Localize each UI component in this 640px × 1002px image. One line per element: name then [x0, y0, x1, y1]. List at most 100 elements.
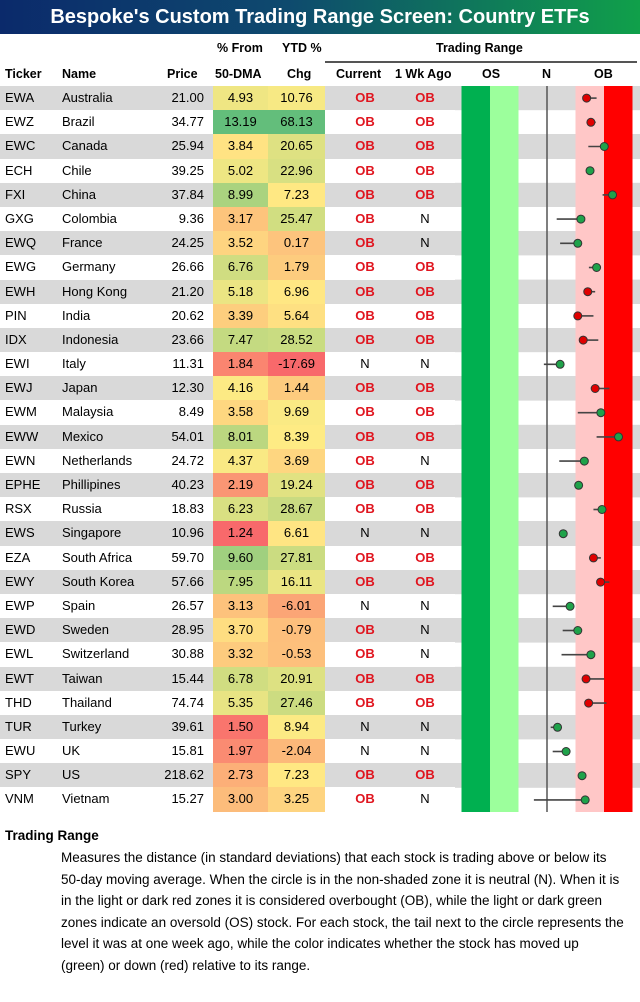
ytd-change: 28.52 [268, 327, 325, 353]
current-status: OB [355, 114, 375, 130]
table-row: VNM Vietnam 15.27 3.00 3.25 OB N [0, 787, 640, 812]
table-row: THD Thailand 74.74 5.35 27.46 OB OB [0, 690, 640, 715]
current-dot-thd [584, 698, 594, 708]
current-status: N [360, 718, 370, 734]
price: 21.00 [171, 90, 204, 105]
country-name: Malaysia [62, 404, 114, 420]
table-row: EWU UK 15.81 1.97 -2.04 N N [0, 739, 640, 764]
header-ob: OB [594, 67, 613, 81]
week-ago-status: N [420, 646, 430, 662]
week-ago-status: N [420, 718, 430, 734]
pct-from-50dma: 3.52 [213, 231, 268, 256]
current-dot-ephe [574, 480, 584, 490]
zone-ob-light [575, 86, 604, 812]
ticker: EWG [5, 259, 37, 275]
ticker: EPHE [5, 477, 41, 492]
price: 39.25 [171, 162, 204, 178]
country-name: China [62, 186, 96, 202]
ticker: EWM [5, 404, 37, 420]
current-dot-ewu [561, 747, 571, 756]
ytd-change: -0.79 [268, 618, 325, 643]
zone-os-dark [461, 86, 490, 812]
ytd-change: 1.79 [268, 255, 325, 280]
header-ytd-bottom: Chg [287, 67, 312, 81]
price: 15.44 [171, 670, 204, 686]
current-dot-ewd [573, 626, 583, 635]
week-ago-status: N [420, 235, 430, 251]
current-dot-eww [614, 432, 624, 442]
ticker: EWL [5, 646, 34, 662]
pct-from-50dma: 3.13 [213, 593, 268, 619]
ticker: PIN [5, 307, 27, 323]
pct-from-50dma: 3.70 [213, 618, 268, 643]
current-status: OB [355, 283, 375, 299]
header-name: Name [62, 67, 97, 81]
current-status: OB [355, 331, 375, 347]
pct-from-50dma: 2.19 [213, 473, 268, 498]
ticker: EWC [5, 138, 36, 154]
table-row: EWN Netherlands 24.72 4.37 3.69 OB N [0, 448, 640, 474]
current-status: OB [355, 622, 375, 638]
current-status: OB [355, 404, 375, 420]
header-wk-ago: 1 Wk Ago [395, 67, 452, 81]
ticker: VNM [5, 791, 34, 807]
ytd-change: 27.81 [268, 545, 325, 570]
current-status: OB [355, 210, 375, 226]
ticker: EZA [5, 549, 31, 565]
country-name: Japan [62, 380, 98, 396]
country-name: US [62, 767, 81, 783]
table-row: EWG Germany 26.66 6.76 1.79 OB OB [0, 255, 640, 280]
page-title: Bespoke's Custom Trading Range Screen: C… [0, 0, 640, 34]
week-ago-status: OB [415, 694, 435, 710]
current-dot-spy [577, 771, 587, 781]
current-status: OB [355, 646, 375, 662]
table-row: RSX Russia 18.83 6.23 28.67 OB OB [0, 497, 640, 522]
price: 74.74 [171, 694, 204, 710]
current-dot-ewi [555, 359, 565, 369]
current-dot-ewh [583, 287, 593, 297]
price: 20.62 [171, 307, 204, 323]
price: 12.30 [171, 380, 204, 396]
current-status: OB [355, 162, 375, 178]
current-status: OB [355, 501, 375, 517]
week-ago-status: OB [415, 380, 435, 396]
ytd-change: 25.47 [268, 206, 325, 232]
ticker: EWJ [5, 380, 33, 396]
ytd-change: 1.44 [268, 376, 325, 401]
ticker: EWY [5, 573, 35, 589]
current-dot-eza [588, 553, 598, 563]
ticker: EWZ [5, 114, 34, 130]
current-dot-ewm [596, 408, 606, 418]
ytd-change: 8.94 [268, 714, 325, 740]
current-dot-ewa [582, 93, 592, 103]
ytd-change: -6.01 [268, 593, 325, 619]
ytd-change: 3.69 [268, 448, 325, 474]
pct-from-50dma: 7.95 [213, 569, 268, 594]
table-row: ECH Chile 39.25 5.02 22.96 OB OB [0, 158, 640, 183]
current-dot-ewn [579, 456, 589, 466]
price: 39.61 [171, 718, 204, 734]
ytd-change: 27.46 [268, 690, 325, 715]
week-ago-status: OB [415, 138, 435, 154]
pct-from-50dma: 6.76 [213, 255, 268, 280]
current-status: OB [355, 791, 375, 807]
current-status: OB [355, 186, 375, 202]
country-name: South Africa [62, 549, 133, 565]
current-dot-ewp [565, 601, 575, 611]
ticker: TUR [5, 718, 32, 734]
table-row: EWM Malaysia 8.49 3.58 9.69 OB OB [0, 400, 640, 425]
ticker: SPY [5, 767, 32, 783]
ticker: EWP [5, 597, 35, 613]
ticker: THD [5, 694, 32, 710]
price: 24.25 [171, 235, 204, 251]
table-row: EWP Spain 26.57 3.13 -6.01 N N [0, 593, 640, 619]
table-row: EWS Singapore 10.96 1.24 6.61 N N [0, 521, 640, 546]
current-status: OB [355, 307, 375, 323]
pct-from-50dma: 5.18 [213, 279, 268, 304]
current-dot-ewj [590, 384, 600, 393]
current-dot-ewz [586, 117, 596, 127]
ticker: EWQ [5, 235, 37, 251]
country-name: Colombia [62, 210, 117, 226]
header-os: OS [482, 67, 501, 81]
country-name: Chile [62, 162, 92, 178]
